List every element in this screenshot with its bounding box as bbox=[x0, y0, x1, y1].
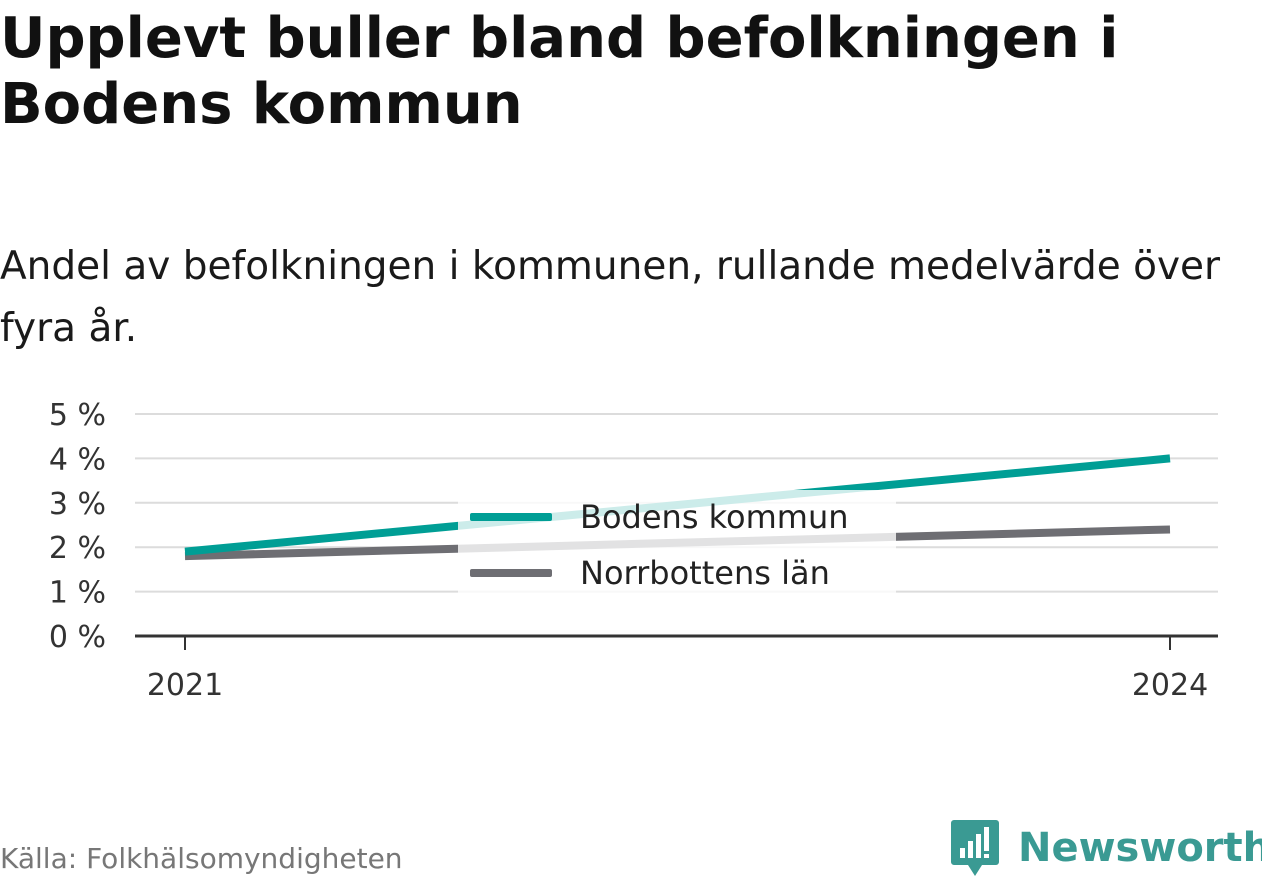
chart-subtitle: Andel av befolkningen i kommunen, rullan… bbox=[0, 244, 1221, 351]
y-tick-label: 0 % bbox=[49, 620, 106, 655]
y-tick-label: 3 % bbox=[49, 487, 106, 522]
chart-legend: Bodens kommun Norrbottens län bbox=[458, 490, 896, 598]
legend-label-bodens: Bodens kommun bbox=[580, 498, 849, 536]
legend-item-bodens: Bodens kommun bbox=[470, 497, 849, 537]
legend-label-norrbotten: Norrbottens län bbox=[580, 554, 830, 592]
y-tick-label: 1 % bbox=[49, 576, 106, 611]
legend-swatch-bodens bbox=[470, 513, 552, 521]
y-tick-label: 5 % bbox=[49, 398, 106, 433]
source-note: Källa: Folkhälsomyndigheten bbox=[0, 842, 403, 875]
y-tick-label: 4 % bbox=[49, 442, 106, 477]
legend-item-norrbotten: Norrbottens län bbox=[470, 553, 830, 593]
chart-title: Upplevt buller bland befolkningen i Bode… bbox=[0, 6, 1119, 137]
legend-swatch-norrbotten bbox=[470, 569, 552, 577]
newsworthy-logo: Newsworthy bbox=[950, 818, 1262, 878]
brand-name: Newsworthy bbox=[1018, 825, 1262, 871]
y-tick-label: 2 % bbox=[49, 531, 106, 566]
x-tick-label: 2021 bbox=[147, 668, 223, 703]
x-tick-label: 2024 bbox=[1132, 668, 1208, 703]
newsworthy-logo-icon bbox=[951, 820, 999, 876]
